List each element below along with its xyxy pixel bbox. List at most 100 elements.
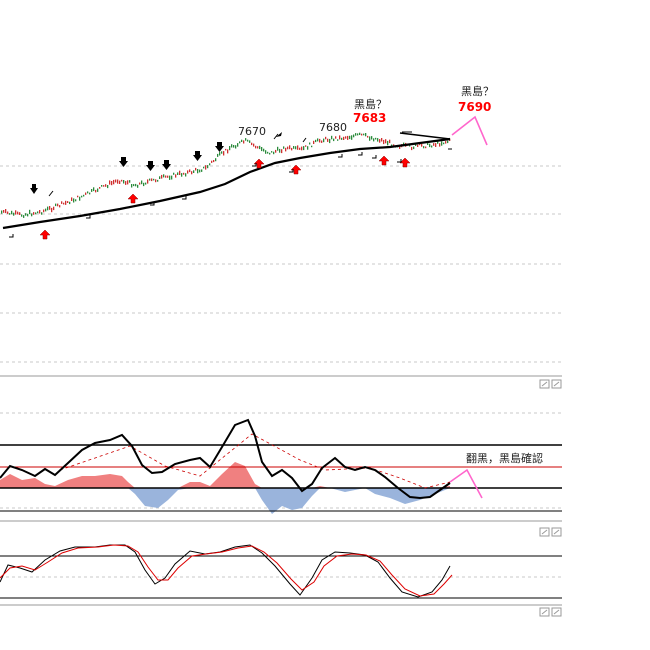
restore-icon-glyph bbox=[541, 529, 548, 535]
candlestick bbox=[413, 146, 415, 150]
candlestick bbox=[183, 172, 185, 175]
candlestick bbox=[359, 132, 361, 135]
candlestick bbox=[75, 199, 77, 202]
candlestick bbox=[165, 175, 167, 178]
candlestick bbox=[201, 169, 203, 172]
maximize-icon[interactable] bbox=[551, 607, 562, 617]
candlestick bbox=[445, 141, 447, 144]
candlestick bbox=[305, 145, 307, 147]
candlestick bbox=[273, 151, 275, 155]
candlestick bbox=[427, 142, 429, 145]
black-island-label-2: 黑島？ bbox=[461, 84, 494, 98]
candlestick bbox=[323, 138, 325, 143]
resistance-line bbox=[399, 132, 451, 140]
candlestick bbox=[223, 151, 225, 156]
stochastic-panel bbox=[0, 544, 562, 599]
candlestick bbox=[81, 195, 83, 198]
restore-icon-glyph bbox=[541, 381, 548, 387]
candlestick bbox=[117, 179, 119, 184]
candlestick bbox=[291, 147, 293, 151]
candlestick bbox=[439, 143, 441, 147]
black-island-label-1: 黑島？ bbox=[354, 97, 387, 111]
buy-arrow bbox=[39, 229, 51, 240]
candlestick bbox=[15, 210, 17, 215]
candlestick bbox=[191, 171, 193, 175]
buy-arrows bbox=[39, 155, 411, 240]
buy-arrow bbox=[253, 158, 265, 169]
candlestick bbox=[369, 136, 371, 141]
sell-arrow bbox=[30, 184, 38, 194]
candlestick bbox=[209, 163, 211, 166]
restore-icon[interactable] bbox=[539, 527, 550, 537]
candlestick bbox=[353, 134, 355, 138]
maximize-icon-glyph bbox=[553, 529, 560, 535]
bottom-panel-controls[interactable] bbox=[539, 607, 562, 617]
candlestick bbox=[425, 146, 427, 149]
maximize-icon[interactable] bbox=[551, 527, 562, 537]
candlestick bbox=[125, 181, 127, 185]
candlestick bbox=[169, 175, 171, 180]
candlestick bbox=[159, 176, 161, 179]
oscillator-gridlines bbox=[0, 412, 562, 509]
candlestick bbox=[145, 182, 147, 185]
candlestick bbox=[41, 212, 43, 215]
candlestick bbox=[131, 184, 133, 188]
candlestick bbox=[207, 165, 209, 169]
candlestick bbox=[7, 211, 9, 214]
maximize-icon-glyph bbox=[553, 609, 560, 615]
candlestick bbox=[437, 140, 439, 144]
candlestick bbox=[19, 212, 21, 215]
candlestick bbox=[171, 175, 173, 180]
candlestick bbox=[239, 141, 241, 144]
candlestick bbox=[375, 137, 377, 140]
candlestick bbox=[303, 146, 305, 151]
candlestick bbox=[387, 140, 389, 146]
maximize-icon[interactable] bbox=[551, 379, 562, 389]
candlestick bbox=[217, 153, 219, 157]
candlestick bbox=[379, 139, 381, 143]
candlestick bbox=[235, 145, 237, 149]
candlestick bbox=[325, 136, 327, 140]
candlestick bbox=[349, 135, 351, 140]
label-7670: 7670 bbox=[238, 125, 266, 138]
candlestick bbox=[189, 169, 191, 173]
candlestick bbox=[421, 144, 423, 147]
candlestick bbox=[115, 179, 117, 183]
candlestick bbox=[333, 138, 335, 142]
stochastic-panel-controls[interactable] bbox=[539, 527, 562, 537]
candlestick bbox=[17, 211, 19, 215]
candlestick bbox=[247, 139, 249, 142]
candlestick bbox=[295, 146, 297, 150]
candlestick bbox=[49, 206, 51, 210]
candlestick bbox=[365, 133, 367, 137]
candlestick bbox=[441, 141, 443, 146]
candlestick bbox=[241, 139, 243, 142]
candlestick bbox=[311, 145, 313, 148]
candlestick bbox=[83, 194, 85, 197]
candlestick bbox=[27, 213, 29, 217]
restore-icon[interactable] bbox=[539, 379, 550, 389]
moving-average-line bbox=[2, 137, 451, 230]
oscillator-positive-area bbox=[0, 462, 450, 488]
candlestick bbox=[149, 178, 151, 181]
candlestick bbox=[443, 142, 445, 145]
candlestick bbox=[1, 210, 3, 214]
stop-markers bbox=[9, 131, 452, 238]
candlestick bbox=[337, 139, 339, 141]
candlestick bbox=[175, 174, 177, 178]
candlestick bbox=[87, 191, 89, 194]
sell-arrow bbox=[193, 151, 202, 161]
candlestick bbox=[279, 148, 281, 153]
oscillator-note: 翻黑，黑島確認 bbox=[466, 451, 543, 465]
candlestick bbox=[313, 140, 315, 144]
candlestick bbox=[193, 170, 195, 173]
candlestick bbox=[45, 208, 47, 212]
candlestick bbox=[61, 201, 63, 204]
candlestick bbox=[5, 209, 7, 214]
restore-icon[interactable] bbox=[539, 607, 550, 617]
candlestick bbox=[25, 213, 27, 216]
candlestick bbox=[249, 140, 251, 143]
candlestick bbox=[227, 149, 229, 154]
candlestick bbox=[65, 200, 67, 205]
oscillator-panel-controls[interactable] bbox=[539, 379, 562, 389]
